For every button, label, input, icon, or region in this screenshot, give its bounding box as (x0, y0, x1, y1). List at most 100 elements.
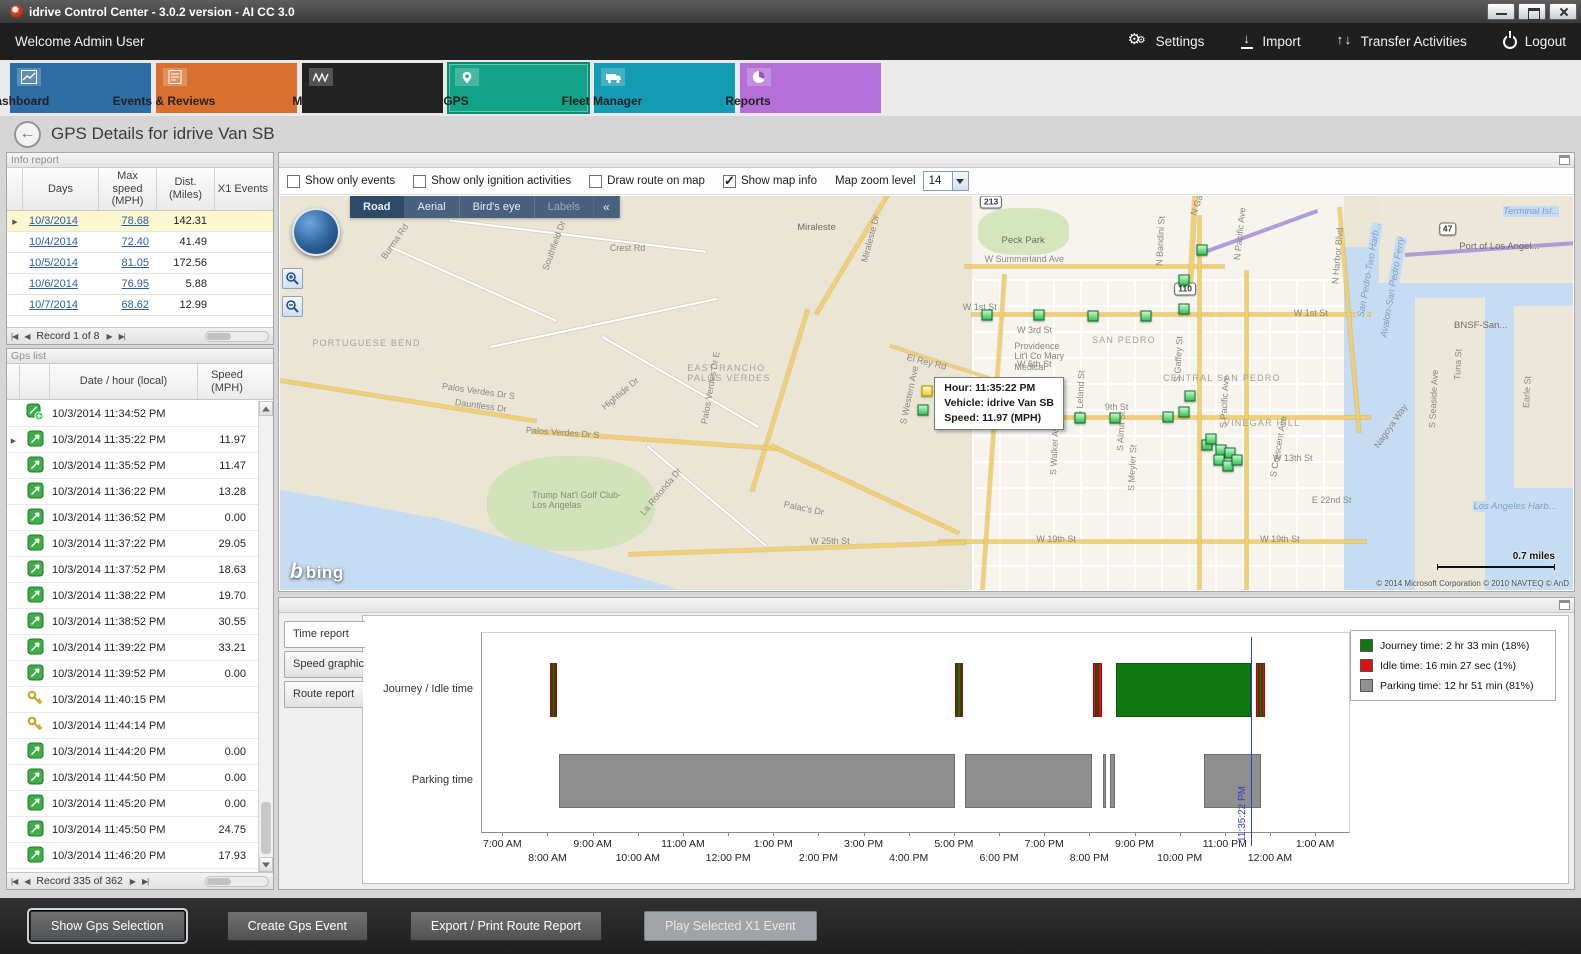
logout-button[interactable]: Logout (1502, 34, 1566, 49)
gps-list-row[interactable]: 10/3/2014 11:46:20 PM 17.93 (7, 843, 258, 869)
column-header-days[interactable]: Days (23, 168, 99, 210)
gps-list-row[interactable]: 10/3/2014 11:45:50 PM 24.75 (7, 817, 258, 843)
gps-marker[interactable] (1222, 460, 1234, 472)
first-record-button[interactable] (11, 332, 17, 341)
scrollbar-thumb[interactable] (207, 877, 231, 885)
tile-reports[interactable]: Reports (725, 63, 881, 113)
scroll-down-arrow[interactable] (259, 857, 273, 872)
horizontal-scrollbar[interactable] (205, 875, 269, 887)
day-link[interactable]: 10/5/2014 (29, 257, 78, 269)
gps-list-row[interactable]: 10/3/2014 11:34:52 PM (7, 401, 258, 427)
gps-list-row[interactable]: 10/3/2014 11:44:20 PM 0.00 (7, 739, 258, 765)
gps-list-row[interactable]: 10/3/2014 11:44:50 PM 0.00 (7, 765, 258, 791)
info-report-row[interactable]: 10/3/2014 78.68 142.31 (7, 211, 273, 232)
gps-marker[interactable] (1224, 447, 1236, 459)
next-record-button[interactable] (106, 332, 111, 341)
info-report-row[interactable]: 10/6/2014 76.95 5.88 (7, 274, 273, 295)
gps-marker[interactable] (1184, 390, 1196, 402)
tile-events-reviews[interactable]: Events & Reviews (113, 63, 297, 113)
previous-record-button[interactable] (24, 877, 29, 886)
import-button[interactable]: Import (1240, 31, 1301, 49)
transfer-activities-button[interactable]: Transfer Activities (1337, 32, 1467, 50)
info-report-row[interactable]: 10/4/2014 72.40 41.49 (7, 232, 273, 253)
settings-button[interactable]: Settings (1128, 30, 1205, 50)
gps-marker[interactable] (1178, 274, 1190, 286)
last-record-button[interactable] (142, 877, 148, 886)
gps-marker[interactable] (1205, 433, 1217, 445)
export-print-route-report-button[interactable]: Export / Print Route Report (409, 911, 602, 941)
column-header-x1-events[interactable]: X1 Events (217, 182, 269, 195)
checkbox-show-only-events[interactable]: Show only events (287, 174, 395, 188)
next-record-button[interactable] (130, 877, 135, 886)
gps-list-row[interactable]: 10/3/2014 11:36:22 PM 13.28 (7, 479, 258, 505)
gps-list-row[interactable]: 10/3/2014 11:39:22 PM 33.21 (7, 635, 258, 661)
minimize-button[interactable] (1487, 3, 1515, 20)
gps-marker[interactable] (1178, 303, 1190, 315)
map-tabs-collapse-icon[interactable]: « (594, 196, 620, 218)
bing-map[interactable]: 213 110 47 Miraleste Peck Park W Summerland … (280, 196, 1573, 590)
tile-dashboard[interactable]: Dashboard (0, 63, 151, 113)
play-selected-x1-event-button[interactable]: Play Selected X1 Event (644, 911, 817, 941)
map-zoom-out-button[interactable] (282, 296, 303, 317)
gps-marker[interactable] (1087, 310, 1099, 322)
maximize-panel-icon[interactable] (1559, 600, 1570, 610)
map-tab-road[interactable]: Road (350, 196, 405, 218)
horizontal-scrollbar[interactable] (205, 330, 269, 342)
gps-marker[interactable] (1178, 406, 1190, 418)
gps-list-row[interactable]: 10/3/2014 11:37:22 PM 29.05 (7, 531, 258, 557)
maximize-panel-icon[interactable] (1559, 155, 1570, 165)
gps-marker[interactable] (1033, 309, 1045, 321)
gps-list-row[interactable]: 10/3/2014 11:40:15 PM (7, 687, 258, 713)
checkbox-show-map-info[interactable]: Show map info (722, 173, 817, 189)
tab-time-report[interactable]: Time report (284, 621, 365, 648)
info-report-row[interactable]: 10/7/2014 68.62 12.99 (7, 295, 273, 316)
column-header-dist[interactable]: Dist. (Miles) (157, 168, 215, 210)
gps-list-row[interactable]: 10/3/2014 11:35:22 PM 11.97 (7, 427, 258, 453)
first-record-button[interactable] (11, 877, 17, 886)
max-speed-link[interactable]: 81.05 (121, 257, 149, 269)
gps-list-row[interactable]: 10/3/2014 11:38:22 PM 19.70 (7, 583, 258, 609)
gps-marker[interactable] (1231, 454, 1243, 466)
tile-fleet-manager[interactable]: Fleet Manager (562, 63, 735, 113)
column-header-speed[interactable]: Speed (MPH) (211, 368, 243, 394)
gps-marker[interactable] (917, 404, 929, 416)
gps-marker[interactable] (981, 309, 993, 321)
map-tab-labels[interactable]: Labels (535, 196, 594, 218)
day-link[interactable]: 10/7/2014 (29, 299, 78, 311)
gps-list-row[interactable]: 10/3/2014 11:45:20 PM 0.00 (7, 791, 258, 817)
scroll-up-arrow[interactable] (259, 401, 273, 416)
gps-marker[interactable] (1109, 412, 1121, 424)
gps-list-row[interactable]: 10/3/2014 11:35:52 PM 11.47 (7, 453, 258, 479)
max-speed-link[interactable]: 72.40 (121, 236, 149, 248)
chevron-down-icon[interactable] (951, 172, 968, 190)
gps-list-row[interactable]: 10/3/2014 11:39:52 PM 0.00 (7, 661, 258, 687)
max-speed-link[interactable]: 78.68 (121, 215, 149, 227)
gps-list-row[interactable]: 10/3/2014 11:38:52 PM 30.55 (7, 609, 258, 635)
scrollbar-thumb[interactable] (261, 802, 271, 854)
vertical-scrollbar[interactable] (258, 401, 273, 872)
map-tab-birds-eye[interactable]: Bird's eye (460, 196, 535, 218)
close-button[interactable] (1549, 3, 1577, 20)
day-link[interactable]: 10/4/2014 (29, 236, 78, 248)
checkbox-show-only-ignition[interactable]: Show only ignition activities (413, 174, 571, 188)
create-gps-event-button[interactable]: Create Gps Event (226, 911, 368, 941)
map-compass-control[interactable] (292, 208, 340, 256)
day-link[interactable]: 10/6/2014 (29, 278, 78, 290)
back-button[interactable] (14, 120, 41, 148)
gps-list-row[interactable]: 10/3/2014 11:44:14 PM (7, 713, 258, 739)
gps-list-row[interactable]: 10/3/2014 11:36:52 PM 0.00 (7, 505, 258, 531)
tile-gps[interactable]: GPS (443, 62, 590, 114)
day-link[interactable]: 10/3/2014 (29, 215, 78, 227)
last-record-button[interactable] (119, 332, 125, 341)
previous-record-button[interactable] (24, 332, 29, 341)
gps-marker[interactable] (1213, 454, 1225, 466)
column-header-max-speed[interactable]: Max speed (MPH) (99, 168, 157, 210)
scrollbar-thumb[interactable] (207, 332, 231, 340)
map-zoom-level-select[interactable]: 14 (922, 171, 969, 191)
gps-marker[interactable] (1140, 310, 1152, 322)
gps-marker[interactable] (1196, 244, 1208, 256)
column-header-datetime[interactable]: Date / hour (local) (50, 364, 198, 399)
checkbox-draw-route[interactable]: Draw route on map (589, 174, 705, 188)
show-gps-selection-button[interactable]: Show Gps Selection (30, 911, 185, 941)
max-speed-link[interactable]: 68.62 (121, 299, 149, 311)
